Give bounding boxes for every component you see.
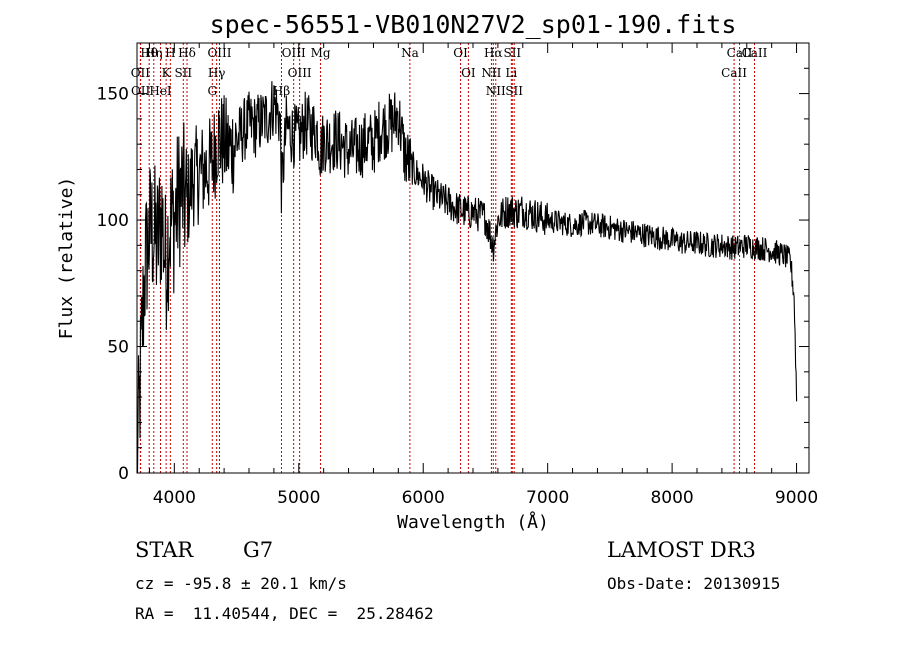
y-axis-label: Flux (relative) (56, 177, 77, 340)
y-tick-label: 50 (107, 338, 129, 358)
line-label: CaII (742, 46, 768, 60)
y-axis-ticks: 0 50 100 150 (97, 67, 809, 484)
line-label: CaII (727, 46, 753, 60)
redshift-readout: cz = -95.8 ± 20.1 km/s (135, 574, 347, 593)
line-label: H (165, 46, 175, 60)
line-label: OI (461, 66, 476, 80)
line-label: Li (505, 66, 517, 80)
x-axis-ticks: 4000 5000 6000 7000 8000 9000 (148, 43, 818, 508)
line-label: Mg (311, 46, 331, 60)
x-tick-label: 7000 (526, 488, 569, 508)
line-label: Hδ (178, 46, 196, 60)
line-label: K (162, 66, 172, 80)
line-label: HeI (149, 84, 172, 98)
line-label: OII (131, 84, 151, 98)
object-class: STAR (135, 538, 194, 562)
x-tick-label: 8000 (650, 488, 693, 508)
line-label: OIII (282, 46, 306, 60)
line-label: Hγ (208, 66, 226, 80)
x-tick-label: 4000 (153, 488, 196, 508)
line-label: OI (453, 46, 468, 60)
y-tick-label: 150 (97, 85, 129, 105)
chart-title: spec-56551-VB010N27V2_sp01-190.fits (210, 10, 737, 39)
line-label: G (207, 84, 217, 98)
line-label: SII (503, 46, 521, 60)
line-label: Hα (484, 46, 503, 60)
line-label: Na (401, 46, 419, 60)
line-label: SII (505, 84, 523, 98)
spectrum-line (136, 81, 798, 474)
line-label: OIII (207, 46, 231, 60)
line-label: Hη (145, 46, 163, 60)
line-label: Hβ (273, 84, 290, 98)
line-label: CaII (721, 66, 747, 80)
x-tick-label: 9000 (775, 488, 818, 508)
x-tick-label: 6000 (402, 488, 445, 508)
spectral-line-labels: Hθ OII OII Hη K HeI H Hδ SII OIII Hγ G OIII OIII Hβ Mg N… (131, 46, 768, 98)
line-label: NII (481, 66, 501, 80)
line-label: OIII (288, 66, 312, 80)
line-label: SII (174, 66, 192, 80)
survey-name: LAMOST DR3 (607, 538, 756, 562)
y-tick-label: 0 (118, 464, 129, 484)
spectral-line-markers (139, 43, 755, 473)
line-label: Hθ (140, 46, 158, 60)
line-label: NII (486, 84, 506, 98)
coordinates: RA = 11.40544, DEC = 25.28462 (135, 604, 434, 623)
plot-frame (136, 42, 810, 474)
object-subclass: G7 (243, 538, 274, 562)
y-tick-label: 100 (97, 211, 129, 231)
obs-date: Obs-Date: 20130915 (607, 574, 781, 593)
x-tick-label: 5000 (277, 488, 320, 508)
line-label: OII (131, 66, 151, 80)
x-axis-label: Wavelength (Å) (397, 511, 549, 533)
